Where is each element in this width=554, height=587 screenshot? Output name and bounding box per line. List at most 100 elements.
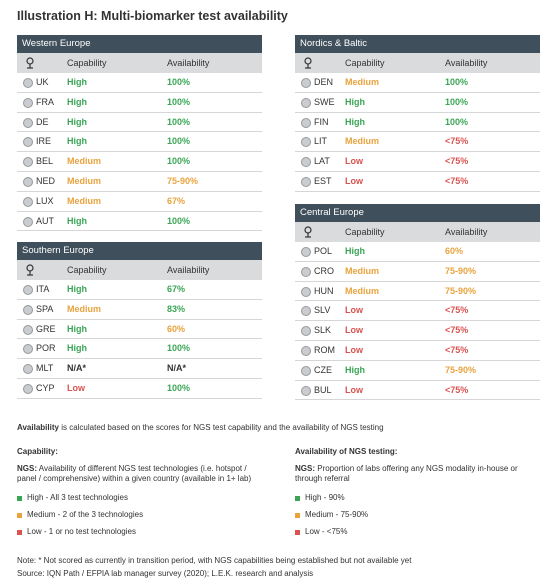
country: DEN	[314, 77, 334, 87]
flag	[23, 364, 33, 375]
pin-icon	[304, 57, 312, 69]
capability: Medium	[67, 303, 102, 314]
legend-desc: NGS: Proportion of labs offering any NGS…	[295, 464, 540, 485]
availability: 67%	[167, 284, 186, 294]
legend-item: Medium - 2 of the 3 technologies	[17, 507, 262, 524]
capability: Low	[345, 344, 363, 355]
table-row: POL High 60%	[295, 242, 540, 262]
legend-item: High - All 3 test technologies	[17, 490, 262, 507]
flag	[301, 137, 311, 148]
note: Note: * Not scored as currently in trans…	[17, 556, 412, 565]
capability: Medium	[345, 265, 380, 276]
availability: <75%	[445, 305, 469, 316]
flag	[23, 324, 33, 335]
legend: Availability of NGS testing: NGS: Proport…	[295, 447, 540, 541]
table-row: SLK Low <75%	[295, 321, 540, 341]
capability: Low	[345, 305, 363, 316]
country: SPA	[36, 303, 54, 314]
table-row: SLV Low <75%	[295, 301, 540, 322]
capability: Medium	[67, 156, 102, 167]
country: HUN	[314, 285, 334, 296]
legend-desc: NGS: Availability of different NGS test …	[17, 464, 262, 485]
table-row: HUN Medium 75-90%	[295, 282, 540, 302]
table-row: EST Low <75%	[295, 172, 540, 192]
availability: <75%	[445, 325, 469, 336]
availability: 67%	[167, 195, 186, 206]
pin	[25, 57, 35, 69]
legend-label: NGS:	[295, 463, 315, 473]
column-label: Availability	[167, 58, 210, 68]
table-row: CRO Medium 75-90%	[295, 262, 540, 282]
legend-label: NGS:	[17, 463, 37, 473]
table-row: CYP Low 100%	[17, 379, 262, 399]
country: MLT	[36, 363, 54, 374]
capability: High	[67, 96, 87, 107]
table: Western Europe Capability Availability UK Hi…	[17, 35, 262, 232]
capability: Medium	[67, 195, 102, 206]
table-row: AUT High 100%	[17, 212, 262, 232]
capability: High	[345, 364, 365, 375]
availability: 75-90%	[445, 364, 477, 375]
flag	[301, 365, 311, 376]
country: SLK	[314, 325, 332, 336]
flag	[23, 216, 33, 227]
flag	[23, 137, 33, 148]
legend-swatch	[17, 495, 22, 501]
table-header: Southern Europe	[17, 242, 262, 260]
flag	[301, 306, 311, 317]
country: CRO	[314, 265, 334, 276]
table-row: LAT Low <75%	[295, 152, 540, 172]
availability: N/A*	[167, 363, 187, 374]
column-label: Availability	[445, 227, 488, 237]
flag	[23, 196, 33, 207]
legend-swatch	[295, 529, 300, 535]
capability: High	[345, 96, 365, 107]
availability: 100%	[167, 136, 191, 147]
legend-swatch	[17, 512, 22, 518]
capability: High	[67, 116, 87, 127]
flag	[23, 304, 33, 315]
table: Central Europe Capability Availability POL H…	[295, 204, 540, 401]
availability: <75%	[445, 344, 469, 355]
legend-item-text: Low - <75%	[305, 526, 348, 536]
table-row: DE High 100%	[17, 113, 262, 133]
column-label: Availability	[445, 58, 488, 68]
column-label: Availability	[167, 265, 210, 275]
capability: High	[67, 284, 87, 294]
availability: 100%	[445, 77, 469, 87]
pin	[303, 57, 313, 69]
flag	[23, 117, 33, 128]
availability: 100%	[167, 116, 191, 127]
availability: 75-90%	[445, 285, 477, 296]
column-label: Capability	[345, 227, 385, 237]
country: SWE	[314, 96, 335, 107]
country: ITA	[36, 284, 50, 294]
legend-item-text: High - 90%	[305, 492, 345, 502]
legend-text: Proportion of labs offering any NGS moda…	[295, 463, 518, 484]
table-row: FIN High 100%	[295, 113, 540, 133]
country: BUL	[314, 384, 332, 395]
table-row: POR High 100%	[17, 339, 262, 360]
pin	[303, 226, 313, 238]
table-header: Western Europe	[17, 35, 262, 53]
availability: 60%	[445, 246, 464, 256]
availability-note: Availability is calculated based on the …	[17, 423, 547, 434]
country: DE	[36, 116, 49, 127]
flag	[23, 176, 33, 187]
table-row: IRE High 100%	[17, 132, 262, 153]
flag	[23, 285, 33, 295]
country: GRE	[36, 323, 56, 334]
column-header: Capability Availability	[295, 53, 540, 73]
capability: High	[345, 246, 365, 256]
capability: N/A*	[67, 363, 87, 374]
pin	[25, 264, 35, 276]
availability: 100%	[167, 382, 191, 393]
table-row: NED Medium 75-90%	[17, 172, 262, 192]
availability: 100%	[167, 77, 191, 87]
column-header: Capability Availability	[295, 222, 540, 242]
table-row: DEN Medium 100%	[295, 73, 540, 93]
table: Nordics & Baltic Capability Availability DE…	[295, 35, 540, 192]
source: Source: IQN Path / EFPIA lab manager sur…	[17, 569, 314, 578]
availability: 100%	[445, 96, 469, 107]
country: LAT	[314, 156, 330, 167]
